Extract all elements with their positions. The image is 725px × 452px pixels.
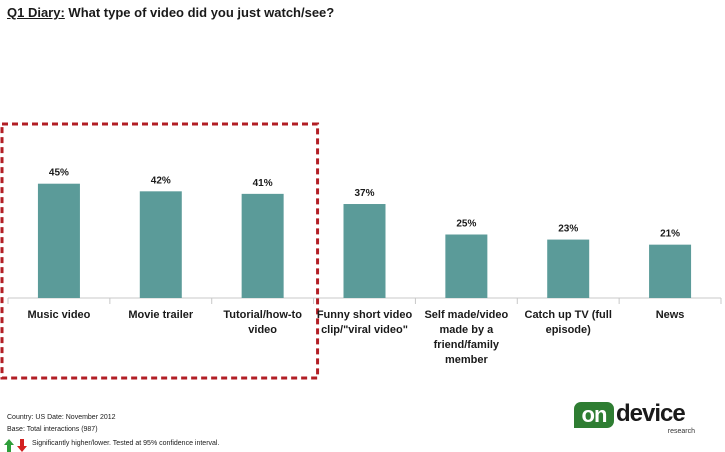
title-lead: Q1 Diary: bbox=[7, 5, 65, 20]
significance-arrows bbox=[4, 439, 27, 452]
category-label: Music video bbox=[27, 309, 91, 321]
bar bbox=[343, 204, 386, 298]
logo-on-badge: on bbox=[574, 402, 614, 428]
data-label: 23% bbox=[558, 224, 578, 235]
chart-title: Q1 Diary: What type of video did you jus… bbox=[7, 5, 334, 20]
logo-research-text: research bbox=[667, 428, 695, 435]
data-label: 45% bbox=[49, 168, 69, 179]
title-question: What type of video did you just watch/se… bbox=[64, 5, 335, 20]
data-label: 25% bbox=[456, 219, 476, 230]
data-label: 21% bbox=[660, 229, 680, 240]
bar bbox=[547, 239, 590, 298]
logo-device-text: device bbox=[616, 400, 686, 427]
ondevice-logo: on device research bbox=[574, 398, 699, 438]
category-label: Catch up TV (full episode) bbox=[524, 309, 612, 336]
category-label: News bbox=[655, 309, 685, 321]
data-label: 41% bbox=[253, 178, 273, 189]
green-up-arrow-icon bbox=[4, 439, 14, 452]
category-label: Funny short video clip/"viral video" bbox=[316, 309, 413, 336]
bar bbox=[139, 191, 182, 298]
bar bbox=[649, 244, 692, 298]
bar bbox=[37, 183, 80, 298]
category-label: Tutorial/how-to video bbox=[223, 309, 302, 336]
footer-base: Base: Total interactions (987) bbox=[7, 426, 98, 433]
footer-country: Country: US Date: November 2012 bbox=[7, 414, 116, 421]
footer-significance: Significantly higher/lower. Tested at 95… bbox=[32, 440, 220, 447]
category-label: Self made/video made by a friend/family … bbox=[424, 309, 509, 366]
bar bbox=[445, 234, 488, 298]
red-down-arrow-icon bbox=[17, 439, 27, 452]
data-label: 37% bbox=[354, 188, 374, 199]
highlight-box bbox=[0, 122, 320, 380]
bar bbox=[241, 193, 284, 298]
category-label: Movie trailer bbox=[128, 309, 194, 321]
data-label: 42% bbox=[151, 175, 171, 186]
